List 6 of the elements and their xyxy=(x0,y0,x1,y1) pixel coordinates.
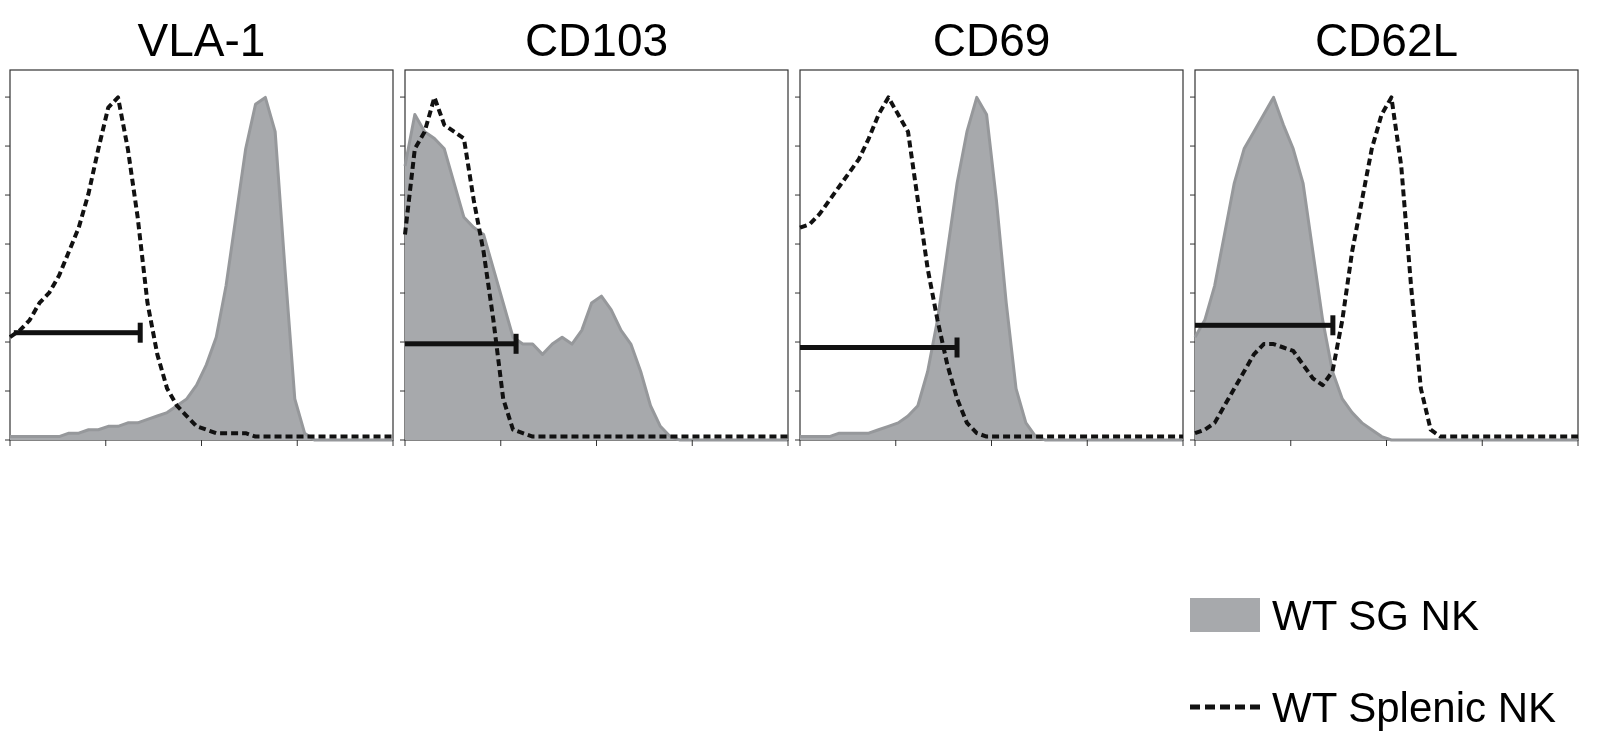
chart-title: CD62L xyxy=(1314,14,1459,66)
chart-title: VLA-1 xyxy=(137,14,266,66)
legend-label: WT Splenic NK xyxy=(1272,684,1556,731)
legend-label: WT SG NK xyxy=(1272,592,1479,639)
chart-title: CD69 xyxy=(932,14,1051,66)
chart-title: CD103 xyxy=(524,14,669,66)
